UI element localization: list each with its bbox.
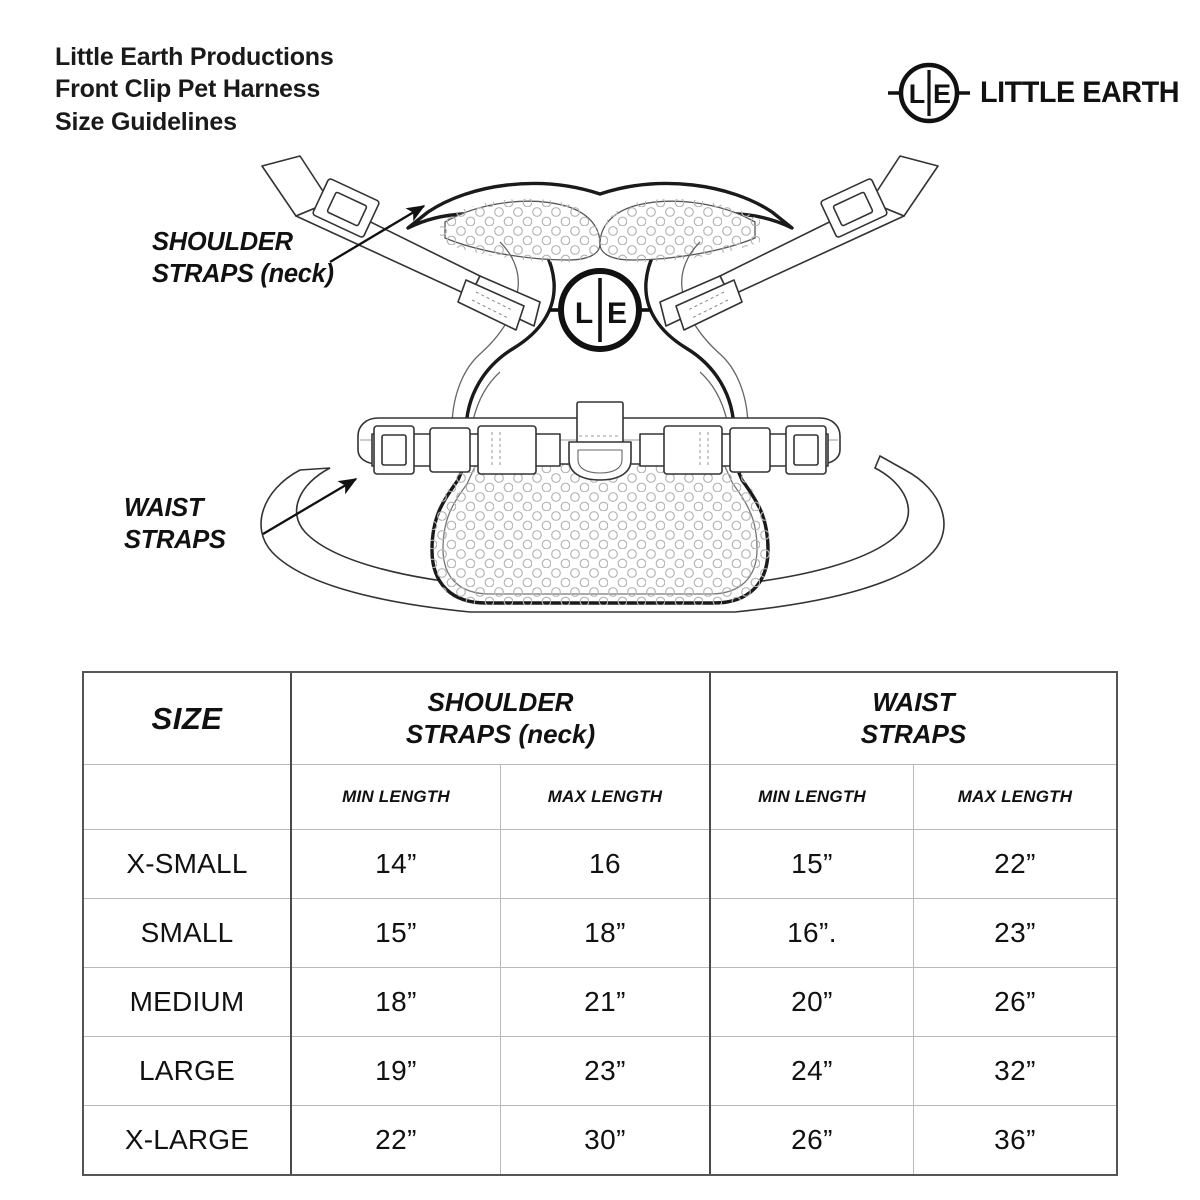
cell-waist-min: 20” xyxy=(709,967,914,1037)
header-waist-max: MAX LENGTH xyxy=(913,764,1118,830)
header-shoulder-min: MIN LENGTH xyxy=(290,764,501,830)
annotation-shoulder-line-1: SHOULDER xyxy=(152,228,293,256)
cell-size: SMALL xyxy=(82,898,292,968)
cell-waist-min: 15” xyxy=(709,829,914,899)
brand-name: LITTLE EARTH xyxy=(980,76,1180,109)
cell-shoulder-min: 19” xyxy=(290,1036,501,1106)
little-earth-logo-icon: L E xyxy=(886,57,972,129)
cell-size: X-SMALL xyxy=(82,829,292,899)
cell-shoulder-max: 21” xyxy=(500,967,711,1037)
header-shoulder-max: MAX LENGTH xyxy=(500,764,711,830)
cell-shoulder-max: 30” xyxy=(500,1105,711,1176)
harness-diagram: L E xyxy=(0,150,1200,660)
header-group-shoulder-line-1: SHOULDER xyxy=(427,686,574,717)
table-row: SMALL 15” 18” 16”. 23” xyxy=(82,898,1118,968)
cell-size: X-LARGE xyxy=(82,1105,292,1176)
cell-waist-min: 26” xyxy=(709,1105,914,1176)
table-row: X-LARGE 22” 30” 26” 36” xyxy=(82,1105,1118,1176)
cell-waist-max: 23” xyxy=(913,898,1118,968)
cell-waist-min: 16”. xyxy=(709,898,914,968)
header-group-shoulder-line-2: STRAPS (neck) xyxy=(405,718,596,749)
table-row: MEDIUM 18” 21” 20” 26” xyxy=(82,967,1118,1037)
annotation-waist-straps: WAIST STRAPS xyxy=(124,492,226,556)
header-size: SIZE xyxy=(82,671,292,765)
title-line-3: Size Guidelines xyxy=(55,107,237,136)
table-row: X-SMALL 14” 16 15” 22” xyxy=(82,829,1118,899)
cell-waist-max: 26” xyxy=(913,967,1118,1037)
page-title: Little Earth Productions Front Clip Pet … xyxy=(55,41,334,138)
cell-shoulder-max: 18” xyxy=(500,898,711,968)
cell-waist-max: 36” xyxy=(913,1105,1118,1176)
cell-size: MEDIUM xyxy=(82,967,292,1037)
logo-letter-e: E xyxy=(933,79,951,109)
front-clip-d-ring-icon xyxy=(568,401,632,481)
waist-strap-left xyxy=(371,425,561,475)
cell-shoulder-min: 15” xyxy=(290,898,501,968)
title-line-1: Little Earth Productions xyxy=(55,43,334,71)
cell-waist-min: 24” xyxy=(709,1036,914,1106)
cell-shoulder-min: 18” xyxy=(290,967,501,1037)
waist-strap-loop xyxy=(260,454,945,613)
annotation-waist-line-1: WAIST xyxy=(124,494,204,522)
cell-waist-max: 22” xyxy=(913,829,1118,899)
brand-logo: L E LITTLE EARTH xyxy=(886,57,1187,129)
cell-shoulder-max: 16 xyxy=(500,829,711,899)
cell-size: LARGE xyxy=(82,1036,292,1106)
harness-badge-icon: L E xyxy=(549,268,651,352)
table-header-row-groups: SIZE SHOULDER STRAPS (neck) WAIST STRAPS xyxy=(82,671,1118,765)
header-group-waist-line-2: STRAPS xyxy=(860,718,967,749)
table-header-row-subheaders: MIN LENGTH MAX LENGTH MIN LENGTH MAX LEN… xyxy=(82,764,1118,830)
shoulder-strap-right xyxy=(659,155,939,331)
logo-letter-l: L xyxy=(909,79,926,109)
annotation-shoulder-straps: SHOULDER STRAPS (neck) xyxy=(152,226,334,290)
badge-letter-e: E xyxy=(607,297,627,330)
header-group-waist: WAIST STRAPS xyxy=(709,671,1118,765)
annotation-waist-line-2: STRAPS xyxy=(124,526,226,555)
annotation-shoulder-line-2: STRAPS (neck) xyxy=(152,260,334,289)
header-group-waist-line-1: WAIST xyxy=(872,686,955,717)
header-waist-min: MIN LENGTH xyxy=(709,764,914,830)
size-guide-table: SIZE SHOULDER STRAPS (neck) WAIST STRAPS… xyxy=(82,671,1118,1176)
waist-strap-right xyxy=(639,425,829,475)
table-row: LARGE 19” 23” 24” 32” xyxy=(82,1036,1118,1106)
badge-letter-l: L xyxy=(575,297,593,330)
header-group-shoulder: SHOULDER STRAPS (neck) xyxy=(290,671,711,765)
header-size-spacer xyxy=(82,764,292,830)
cell-shoulder-min: 22” xyxy=(290,1105,501,1176)
cell-shoulder-min: 14” xyxy=(290,829,501,899)
title-line-2: Front Clip Pet Harness xyxy=(55,75,321,104)
cell-shoulder-max: 23” xyxy=(500,1036,711,1106)
cell-waist-max: 32” xyxy=(913,1036,1118,1106)
